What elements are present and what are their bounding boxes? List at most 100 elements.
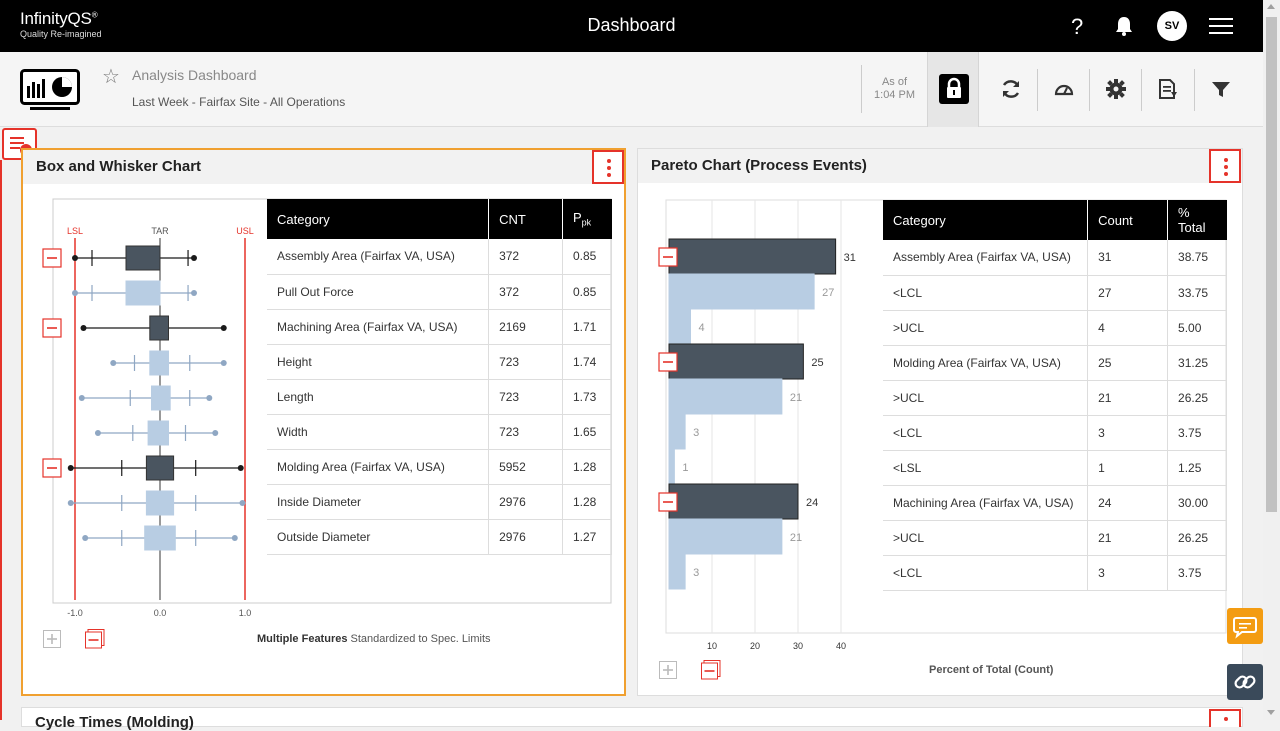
row-category: <LCL: [883, 555, 1089, 591]
iqr-box: [147, 420, 169, 446]
share-link-button[interactable]: [1227, 664, 1263, 700]
scroll-down-icon[interactable]: [1267, 710, 1275, 715]
column-header-pct-total[interactable]: % Total: [1167, 200, 1227, 240]
scroll-up-icon[interactable]: [1267, 4, 1275, 9]
panel-menu-kebab-icon[interactable]: [1209, 149, 1241, 183]
iqr-box: [149, 315, 170, 341]
row-pct-total: 31.25: [1167, 345, 1227, 381]
row-count: 21: [1087, 520, 1169, 556]
settings-button[interactable]: [1089, 52, 1141, 127]
whisker-min-point: [72, 290, 78, 296]
panel-title: Cycle Times (Molding): [35, 714, 194, 731]
bar-value-label: 27: [822, 287, 834, 299]
pareto-panel[interactable]: Pareto Chart (Process Events) 10 20 30 40 31…: [637, 148, 1243, 696]
collapse-minus-icon: [47, 257, 57, 259]
whisker-min-point: [80, 325, 87, 331]
toolbar-divider: [1089, 69, 1090, 111]
footnote-bold: Multiple Features: [257, 633, 348, 645]
chart-footnote: Percent of Total (Count): [929, 664, 1054, 676]
table-row[interactable]: Inside Diameter 2976 1.28: [267, 484, 612, 520]
gear-icon: [1106, 79, 1126, 99]
table-row[interactable]: Length 723 1.73: [267, 379, 612, 415]
lock-icon[interactable]: [939, 74, 969, 104]
table-row[interactable]: Assembly Area (Fairfax VA, USA) 372 0.85: [267, 239, 612, 275]
panel-title: Box and Whisker Chart: [36, 158, 202, 175]
table-row[interactable]: Outside Diameter 2976 1.27: [267, 519, 612, 555]
table-row[interactable]: Molding Area (Fairfax VA, USA) 5952 1.28: [267, 449, 612, 485]
axis-tick-label: 20: [750, 641, 760, 651]
user-avatar[interactable]: SV: [1157, 11, 1187, 41]
expand-all-button[interactable]: [659, 661, 677, 679]
table-row[interactable]: >UCL 21 26.25: [883, 520, 1227, 556]
report-button[interactable]: [1141, 52, 1193, 127]
help-icon[interactable]: ?: [1071, 14, 1084, 39]
table-row[interactable]: <LCL 3 3.75: [883, 415, 1227, 451]
scrollbar-thumb[interactable]: [1266, 17, 1277, 512]
row-category: <LCL: [883, 415, 1089, 451]
table-row[interactable]: Molding Area (Fairfax VA, USA) 25 31.25: [883, 345, 1227, 381]
row-cnt: 2976: [488, 519, 563, 555]
table-row[interactable]: Height 723 1.74: [267, 344, 612, 380]
row-category: >UCL: [883, 380, 1089, 416]
app-logo[interactable]: InfinityQS® Quality Re-imagined: [20, 9, 102, 39]
row-count: 3: [1087, 415, 1169, 451]
filter-button[interactable]: [1194, 52, 1246, 127]
box-whisker-panel[interactable]: Box and Whisker Chart LSL TAR USL -1.0 0.0 1.…: [21, 148, 626, 696]
whisker-min-point: [82, 535, 89, 541]
whisker-min-point: [67, 500, 74, 506]
panel-menu-kebab-icon[interactable]: [592, 150, 624, 184]
whisker-max-point: [191, 255, 197, 261]
row-ppk: 1.74: [562, 344, 612, 380]
collapse-minus-icon: [663, 501, 673, 503]
hamburger-menu-icon[interactable]: [1209, 18, 1233, 39]
column-header-category[interactable]: Category: [883, 200, 1089, 240]
axis-tick-label: -1.0: [67, 608, 83, 618]
panel-title: Pareto Chart (Process Events): [651, 157, 867, 174]
vertical-scrollbar[interactable]: [1263, 0, 1280, 720]
top-bar: InfinityQS® Quality Re-imagined Dashboar…: [0, 0, 1263, 52]
table-row[interactable]: >UCL 21 26.25: [883, 380, 1227, 416]
row-category: Machining Area (Fairfax VA, USA): [267, 309, 490, 345]
table-row[interactable]: <LCL 27 33.75: [883, 275, 1227, 311]
whisker-max-point: [220, 360, 227, 366]
expand-all-button[interactable]: [43, 630, 61, 648]
table-row[interactable]: Pull Out Force 372 0.85: [267, 274, 612, 310]
table-row[interactable]: <LSL 1 1.25: [883, 450, 1227, 486]
refresh-button[interactable]: [984, 52, 1036, 127]
whisker-max-point: [206, 395, 213, 401]
row-pct-total: 5.00: [1167, 310, 1227, 346]
as-of-time: 1:04 PM: [874, 89, 915, 101]
third-panel[interactable]: Cycle Times (Molding): [21, 707, 1243, 731]
table-row[interactable]: >UCL 4 5.00: [883, 310, 1227, 346]
table-row[interactable]: Width 723 1.65: [267, 414, 612, 450]
table-row[interactable]: <LCL 3 3.75: [883, 555, 1227, 591]
column-header-ppk[interactable]: Ppk: [562, 199, 612, 239]
table-row[interactable]: Assembly Area (Fairfax VA, USA) 31 38.75: [883, 240, 1227, 276]
favorite-star-icon[interactable]: ☆: [102, 66, 120, 88]
pareto-table: Category Count % Total Assembly Area (Fa…: [883, 200, 1227, 591]
collapse-minus-icon: [663, 256, 673, 258]
notifications-bell-icon[interactable]: [1115, 16, 1133, 41]
link-icon: [1234, 675, 1256, 689]
collapse-all-button[interactable]: [701, 660, 721, 680]
panel-menu-kebab-icon[interactable]: [1209, 709, 1241, 727]
whisker-max-point: [231, 535, 238, 541]
lock-toggle[interactable]: [927, 52, 979, 127]
bar-value-label: 3: [693, 427, 699, 439]
row-cnt: 723: [488, 344, 563, 380]
gauge-button[interactable]: [1037, 52, 1089, 127]
bar-value-label: 21: [790, 532, 802, 544]
table-row[interactable]: Machining Area (Fairfax VA, USA) 24 30.00: [883, 485, 1227, 521]
collapse-all-button[interactable]: [85, 629, 105, 649]
pareto-bar: [668, 238, 837, 275]
usl-label: USL: [236, 226, 254, 236]
row-count: 1: [1087, 450, 1169, 486]
whisker-max-point: [237, 465, 244, 471]
column-header-cnt[interactable]: CNT: [488, 199, 563, 239]
column-header-category[interactable]: Category: [267, 199, 490, 239]
table-row[interactable]: Machining Area (Fairfax VA, USA) 2169 1.71: [267, 309, 612, 345]
column-header-count[interactable]: Count: [1087, 200, 1169, 240]
row-cnt: 2169: [488, 309, 563, 345]
chat-button[interactable]: [1227, 608, 1263, 644]
pareto-bar: [668, 378, 783, 415]
